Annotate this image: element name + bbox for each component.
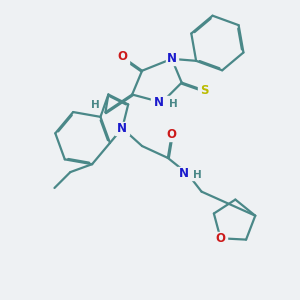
Bar xyxy=(165,128,178,141)
Text: S: S xyxy=(200,84,209,97)
Text: H: H xyxy=(169,99,178,110)
Bar xyxy=(115,50,129,64)
Bar xyxy=(198,84,211,97)
Bar xyxy=(166,53,178,65)
Bar xyxy=(91,101,100,111)
Bar xyxy=(151,95,173,110)
Text: H: H xyxy=(193,170,202,180)
Text: O: O xyxy=(117,50,127,63)
Text: O: O xyxy=(215,232,226,245)
Text: O: O xyxy=(167,128,177,141)
Bar xyxy=(214,232,227,245)
Bar xyxy=(177,167,199,180)
Text: N: N xyxy=(179,167,189,180)
Text: N: N xyxy=(154,96,164,109)
Text: N: N xyxy=(167,52,177,65)
Text: N: N xyxy=(117,122,127,135)
Text: H: H xyxy=(91,100,100,110)
Bar xyxy=(115,122,129,135)
